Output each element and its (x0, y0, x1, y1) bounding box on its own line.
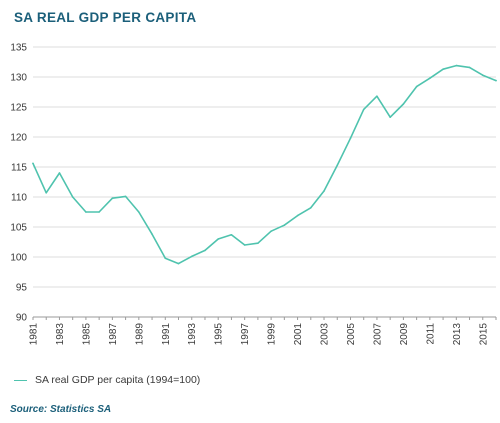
y-axis-ticks: 90 95 100 105 110 115 120 125 130 135 (10, 43, 27, 324)
data-point (336, 164, 339, 166)
data-point (85, 211, 87, 213)
y-tick-label: 115 (11, 163, 27, 174)
series-layer (32, 64, 497, 265)
x-tick-label: 2015 (478, 323, 489, 346)
x-tick-label: 1989 (134, 323, 145, 346)
data-point (230, 234, 233, 236)
data-point (58, 172, 61, 174)
data-point (389, 116, 391, 118)
x-tick-label: 2001 (293, 323, 304, 346)
data-point (468, 66, 471, 69)
data-point (283, 224, 286, 226)
data-point (45, 192, 48, 194)
data-point (138, 211, 140, 213)
series-line (32, 64, 497, 265)
data-point (362, 108, 365, 111)
x-tick-label: 1981 (29, 323, 40, 346)
data-point (481, 74, 484, 76)
data-point (323, 190, 325, 192)
x-tick-label: 2005 (346, 323, 357, 346)
x-tick-label: 1983 (55, 323, 66, 346)
y-tick-label: 110 (11, 193, 27, 204)
x-tick-label: 2013 (452, 323, 463, 346)
x-tick-label: 2007 (372, 323, 383, 346)
data-point (204, 249, 206, 252)
data-point (349, 137, 352, 139)
x-tick-label: 1997 (240, 323, 251, 346)
x-tick-label: 1985 (81, 323, 92, 346)
data-point (257, 242, 259, 244)
data-point (32, 162, 34, 165)
data-point (98, 211, 100, 213)
data-point (376, 95, 378, 97)
legend-label: SA real GDP per capita (1994=100) (35, 374, 201, 386)
y-tick-label: 125 (10, 103, 27, 114)
data-point (164, 257, 167, 260)
source-note: Source: Statistics SA (10, 404, 112, 415)
data-point (429, 77, 431, 79)
y-tick-label: 90 (16, 313, 28, 324)
x-tick-label: 1995 (214, 323, 225, 346)
y-tick-label: 100 (10, 253, 27, 264)
data-point (455, 64, 458, 67)
data-point (177, 262, 180, 265)
legend-swatch (14, 379, 27, 381)
x-tick-label: 2011 (425, 323, 436, 345)
y-tick-label: 130 (10, 73, 27, 84)
x-tick-label: 1993 (187, 323, 198, 346)
data-point (217, 238, 219, 240)
y-tick-label: 135 (10, 43, 27, 54)
data-point (415, 85, 418, 88)
data-point (310, 207, 312, 209)
data-point (124, 195, 127, 198)
data-point (243, 244, 246, 246)
x-tick-label: 2003 (320, 323, 331, 346)
data-point (71, 196, 74, 198)
x-tick-label: 1991 (161, 323, 172, 346)
y-tick-label: 95 (16, 283, 28, 294)
chart-title: SA REAL GDP PER CAPITA (14, 10, 197, 25)
x-tick-label: 1999 (267, 323, 278, 346)
x-axis-ticks: 1981 1983 1985 1987 1989 1991 1993 1995 1997 1999… (29, 317, 497, 345)
y-tick-label: 120 (10, 133, 27, 144)
data-point (151, 233, 153, 235)
legend: SA real GDP per capita (1994=100) (14, 374, 200, 386)
data-point (190, 255, 193, 258)
y-tick-label: 105 (10, 223, 27, 234)
data-point (495, 79, 497, 82)
data-point (111, 197, 114, 199)
gridlines (33, 46, 496, 288)
x-tick-label: 2009 (399, 323, 410, 346)
data-point (442, 68, 444, 70)
x-tick-label: 1987 (108, 323, 119, 346)
data-point (296, 214, 299, 217)
data-point (402, 103, 405, 105)
data-point (270, 230, 272, 232)
